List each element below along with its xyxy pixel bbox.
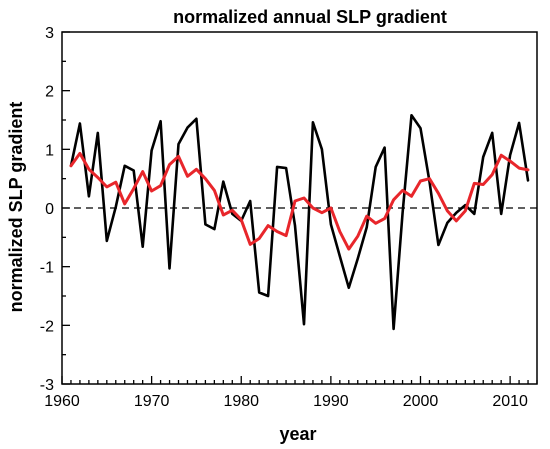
x-tick-label: 2010 [492,393,528,410]
x-tick-label: 1960 [44,393,80,410]
y-tick-label: -3 [40,377,54,394]
y-tick-label: 2 [45,84,54,101]
y-axis: -3 -2 -1 0 1 2 3 [40,25,70,394]
x-tick-label: 1970 [134,393,170,410]
plot-area [61,31,538,385]
series-line-black [69,114,530,331]
chart-title: normalized annual SLP gradient [173,7,447,27]
y-tick-label: -2 [40,318,54,335]
x-axis: 1960 1970 1980 1990 2000 2010 [44,376,538,410]
x-tick-label: 2000 [403,393,439,410]
y-tick-label: 3 [45,25,54,42]
x-axis-label: year [279,424,316,444]
series-line-red [69,151,530,251]
x-tick-label: 1990 [313,393,349,410]
y-axis-label: normalized SLP gradient [6,102,26,313]
series-layer [69,114,530,331]
y-tick-label: 1 [45,142,54,159]
y-tick-label: 0 [45,201,54,218]
y-tick-label: -1 [40,260,54,277]
x-tick-label: 1980 [223,393,259,410]
